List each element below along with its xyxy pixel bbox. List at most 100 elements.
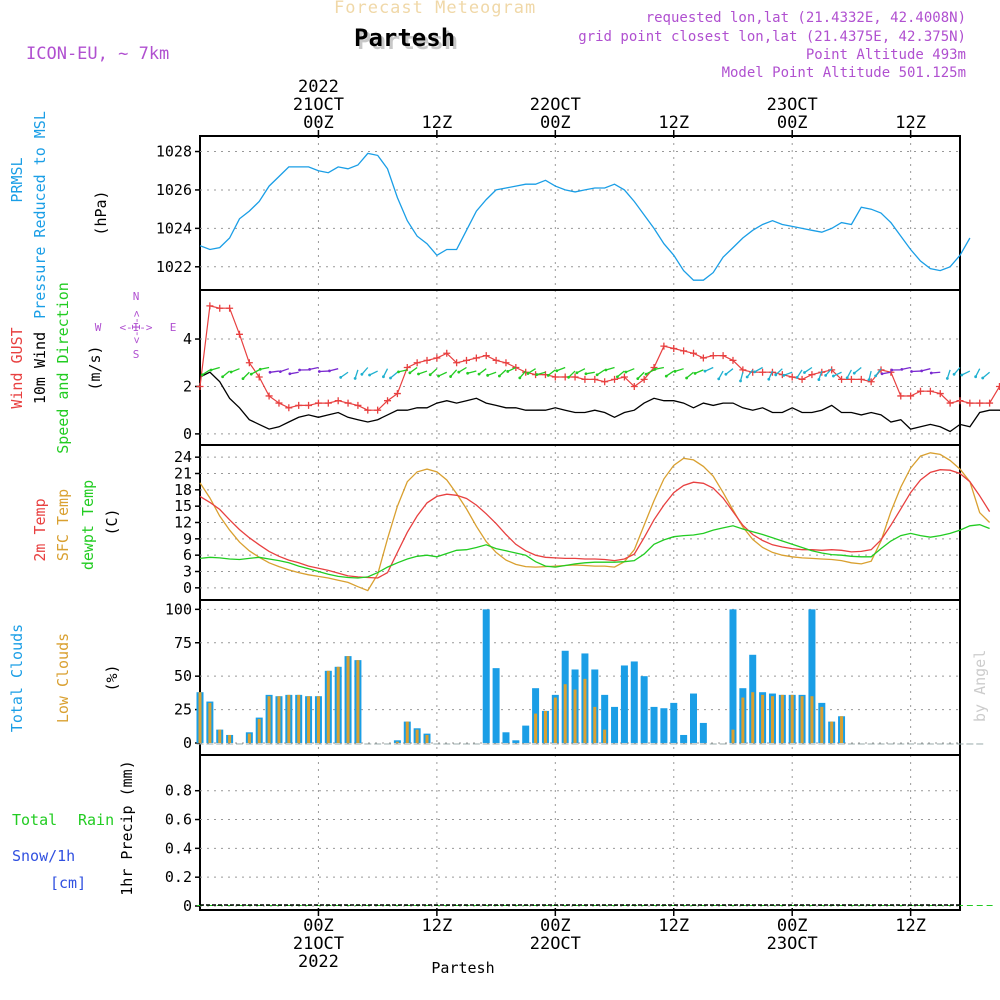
pressure-label-2: Pressure Reduced to MSL: [31, 111, 49, 319]
wind-direction-arrow: [458, 366, 467, 373]
cloud-unit: (%): [103, 664, 121, 691]
top-hour-label: 00Z: [540, 113, 571, 133]
low-cloud-bar: [267, 696, 271, 743]
gust-marker: [759, 368, 767, 376]
gust-marker: [719, 352, 727, 360]
wind-direction-arrowhead: [795, 376, 799, 379]
top-hour-label: 12Z: [422, 113, 453, 133]
total-cloud-bar: [699, 722, 707, 743]
gust-marker: [709, 352, 717, 360]
wind-direction-arrowhead: [817, 378, 821, 381]
wind-direction-arrow: [665, 370, 675, 377]
low-cloud-bar: [731, 729, 735, 743]
rain-bar: [838, 905, 845, 906]
wind-direction-arrow: [775, 368, 783, 376]
wind-direction-arrow: [931, 371, 941, 374]
y-tick-label: 1024: [156, 219, 192, 237]
gust-marker: [492, 356, 500, 364]
rain-bar: [700, 905, 707, 906]
low-cloud-bar: [761, 694, 765, 743]
wind-direction-arrowhead: [604, 368, 608, 372]
wind-direction-arrowhead: [477, 372, 481, 376]
gust-marker: [472, 354, 480, 362]
gust-marker: [403, 364, 411, 371]
bottom-hour-label: 00Z: [777, 916, 808, 936]
top-hour-label: 12Z: [895, 113, 926, 133]
gust-marker: [699, 354, 707, 362]
wind-direction-arrow: [309, 366, 319, 371]
low-cloud-bar: [425, 734, 429, 743]
total-cloud-label: Total Clouds: [8, 624, 26, 732]
total-cloud-bar: [808, 609, 816, 743]
compass-ns-arrow: <-I->: [130, 310, 143, 343]
wind-direction-arrow: [369, 370, 378, 376]
top-day-label: 22OCT: [530, 95, 581, 115]
gust-marker: [334, 397, 342, 405]
total-cloud-bar: [729, 609, 737, 743]
wind-direction-arrowhead: [229, 370, 233, 374]
dewpoint-label: dewpt Temp: [79, 480, 97, 570]
wind-direction-arrowhead: [249, 372, 253, 376]
wind-direction-arrowhead: [960, 373, 964, 377]
wind-direction-arrow: [725, 368, 734, 375]
wind-direction-arrowhead: [900, 367, 904, 371]
gust-marker: [680, 347, 688, 355]
gust-marker: [551, 373, 559, 381]
wind-direction-arrowhead: [724, 372, 728, 376]
bottom-hour-label: 12Z: [658, 916, 689, 936]
wind-direction-arrowhead: [874, 374, 878, 378]
wind-direction-arrow: [637, 371, 645, 380]
rain-bar: [897, 905, 904, 906]
top-year-label: 2022: [298, 77, 339, 97]
gust-marker: [285, 404, 293, 412]
panel-frame: [199, 289, 961, 446]
gust-marker: [393, 390, 401, 398]
panel-frame: [199, 599, 961, 756]
gust-marker: [660, 342, 668, 350]
compass-ew-arrow: <-I->: [119, 321, 152, 334]
gust-marker: [482, 352, 490, 360]
y-tick-label: 0.8: [165, 782, 192, 800]
rain-bar: [729, 905, 736, 906]
wind-direction-arrow: [409, 366, 418, 374]
top-hour-label: 00Z: [303, 113, 334, 133]
temp-unit: (C): [103, 508, 121, 535]
wind-direction-arrowhead: [360, 372, 364, 376]
gust-marker: [206, 302, 214, 310]
wind-direction-arrowhead: [636, 377, 640, 381]
wind-direction-arrowhead: [945, 377, 949, 380]
rain-bar: [483, 905, 490, 906]
wind-direction-arrow: [881, 371, 892, 375]
wind-direction-arrowhead: [595, 373, 599, 377]
rain-bar: [502, 905, 509, 906]
rain-legend-total: Total: [12, 811, 57, 829]
rain-bar: [424, 905, 431, 906]
y-tick-label: 0.6: [165, 811, 192, 829]
wind-direction-arrow: [280, 368, 290, 373]
wind-direction-arrow: [783, 371, 793, 376]
rain-bar: [345, 905, 352, 906]
gust-marker: [374, 406, 382, 414]
wind-direction-arrowhead: [653, 367, 657, 371]
wind-direction-arrow: [625, 368, 635, 373]
gust-marker: [620, 373, 628, 381]
y-tick-label: 0: [183, 897, 192, 915]
wind-direction-arrow: [576, 368, 586, 374]
wind-direction-arrowhead: [867, 378, 871, 382]
wind-direction-arrow: [398, 369, 408, 373]
gust-marker: [877, 366, 885, 374]
low-cloud-bar: [563, 684, 567, 743]
wind-direction-arrow: [596, 369, 606, 376]
gust-marker: [630, 382, 638, 390]
low-cloud-bar: [751, 692, 755, 743]
gust-marker: [314, 399, 322, 407]
y-tick-label: 15: [174, 497, 192, 515]
rain-bar: [364, 905, 371, 906]
gust-marker: [946, 399, 954, 407]
wind-direction-arrowhead: [457, 370, 461, 374]
gust-marker: [226, 304, 234, 312]
low-cloud-bar: [543, 710, 547, 743]
gust-marker: [295, 401, 303, 409]
gust-marker: [640, 375, 648, 383]
low-cloud-bar: [218, 729, 222, 743]
